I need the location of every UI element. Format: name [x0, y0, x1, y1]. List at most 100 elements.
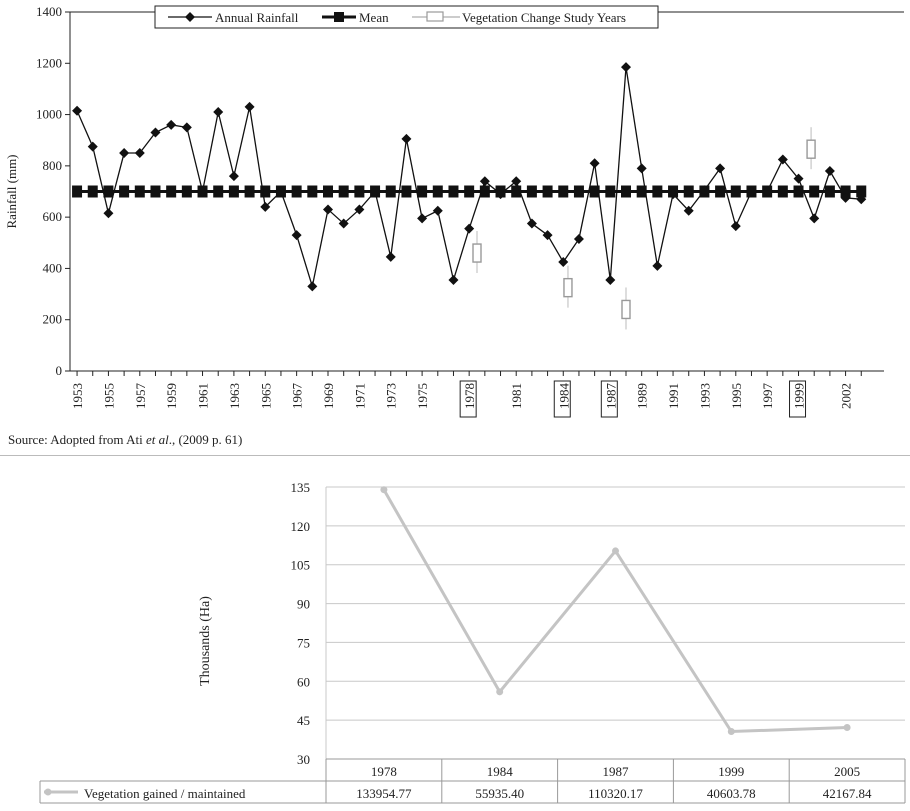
rainfall-point: [385, 251, 396, 262]
x-tick-label: 1984: [556, 383, 571, 410]
vegetation-point: [612, 547, 619, 555]
rainfall-point: [72, 105, 83, 116]
legend-rain-label: Annual Rainfall: [215, 10, 299, 25]
rainfall-point: [323, 204, 334, 215]
y-tick-label: 400: [43, 260, 63, 275]
x-tick-label: 1959: [164, 383, 179, 409]
table-category: 1978: [371, 764, 397, 779]
rainfall-point: [668, 189, 679, 200]
mean-marker: [730, 185, 741, 198]
x-tick-label-group: 1999: [789, 380, 807, 418]
source-note: Source: Adopted from Ati et al., (2009 p…: [8, 432, 242, 448]
rainfall-point: [432, 205, 443, 216]
rainfall-point: [464, 223, 475, 234]
x-tick-label-group: 1957: [133, 383, 148, 410]
x-tick-label: 1995: [729, 383, 744, 409]
mean-marker: [119, 185, 130, 198]
rainfall-point: [213, 107, 224, 118]
rainfall-point: [573, 233, 584, 244]
source-suffix: ., (2009 p. 61): [168, 432, 243, 447]
x-tick-label: 1997: [760, 383, 775, 410]
y-tick-label: 1200: [36, 55, 62, 70]
study-marker: [621, 299, 631, 320]
x-tick-label: 1965: [258, 383, 273, 409]
legend-rain-marker: [185, 12, 195, 22]
rainfall-point: [244, 101, 255, 112]
rainfall-point: [197, 186, 208, 197]
mean-marker: [150, 185, 161, 198]
rainfall-point: [166, 119, 177, 130]
legend-mean-label: Mean: [359, 10, 389, 25]
x-tick-label: 1993: [697, 383, 712, 409]
x-tick-label: 1963: [227, 383, 242, 409]
y-tick-label: 75: [297, 635, 310, 650]
vegetation-point: [496, 688, 504, 696]
source-italic: et al: [145, 432, 169, 447]
x-tick-label-group: 1975: [415, 383, 430, 409]
rainfall-point: [715, 163, 726, 174]
rainfall-line: [76, 67, 862, 287]
rainfall-point: [558, 257, 569, 268]
x-tick-label-group: 1961: [196, 383, 211, 409]
x-tick-label-group: 1971: [352, 383, 367, 409]
y-tick-label: 1000: [36, 107, 62, 122]
x-tick-label: 1971: [352, 383, 367, 409]
x-tick-label: 1967: [290, 383, 305, 410]
mean-marker: [103, 185, 114, 198]
rainfall-point: [636, 163, 647, 174]
vegetation-point: [380, 486, 388, 494]
y-axis-label: Thousands (Ha): [198, 596, 213, 686]
y-tick-label: 45: [297, 713, 310, 728]
mean-marker: [166, 185, 177, 198]
x-tick-label-group: 1967: [290, 383, 305, 410]
mean-marker: [385, 185, 396, 198]
x-tick-label-group: 2002: [839, 383, 854, 409]
mean-marker: [213, 185, 224, 198]
x-tick-box: [459, 380, 477, 418]
mean-marker: [715, 185, 726, 198]
rainfall-point: [777, 154, 788, 165]
source-prefix: Source: Adopted from Ati: [8, 432, 146, 447]
x-tick-label: 1973: [384, 383, 399, 409]
table-category: 1999: [718, 764, 744, 779]
legend-box: [154, 5, 659, 29]
rainfall-point: [103, 208, 114, 219]
rainfall-point: [260, 201, 271, 212]
x-tick-label: 1969: [321, 383, 336, 409]
x-tick-label: 1955: [101, 383, 116, 409]
mean-marker: [464, 185, 475, 198]
rainfall-point: [134, 148, 145, 159]
legend-study-marker: [426, 11, 444, 22]
table-category: 2005: [834, 764, 860, 779]
y-tick-label: 60: [297, 674, 310, 689]
y-tick-label: 800: [43, 158, 63, 173]
mean-marker: [636, 185, 647, 198]
mean-marker: [448, 185, 459, 198]
rainfall-point: [526, 218, 537, 229]
rainfall-point: [181, 122, 192, 133]
rainfall-point: [809, 213, 820, 224]
y-tick-label: 135: [291, 480, 311, 495]
x-tick-label: 1975: [415, 383, 430, 409]
rainfall-point: [370, 186, 381, 197]
rainfall-point: [354, 204, 365, 215]
table-value: 110320.17: [588, 786, 643, 801]
mean-marker: [652, 185, 663, 198]
x-tick-label: 1987: [603, 383, 618, 410]
mean-marker: [824, 185, 835, 198]
rainfall-point: [542, 230, 553, 241]
x-tick-box: [789, 380, 807, 418]
mean-marker: [417, 185, 428, 198]
x-tick-label-group: 1965: [258, 383, 273, 409]
rainfall-point: [620, 62, 631, 73]
rainfall-chart: 0 200 400 600 800 1000 1200 1400 Rainfall (mm) 19…: [4, 4, 904, 418]
mean-marker: [558, 185, 569, 198]
table-value: 42167.84: [823, 786, 872, 801]
x-tick-label: 1989: [635, 383, 650, 409]
mean-marker: [181, 185, 192, 198]
mean-marker: [228, 185, 239, 198]
mean-marker: [432, 185, 443, 198]
table-category: 1987: [603, 764, 630, 779]
y-tick-label: 200: [43, 312, 63, 327]
x-tick-label-group: 1953: [70, 383, 85, 409]
